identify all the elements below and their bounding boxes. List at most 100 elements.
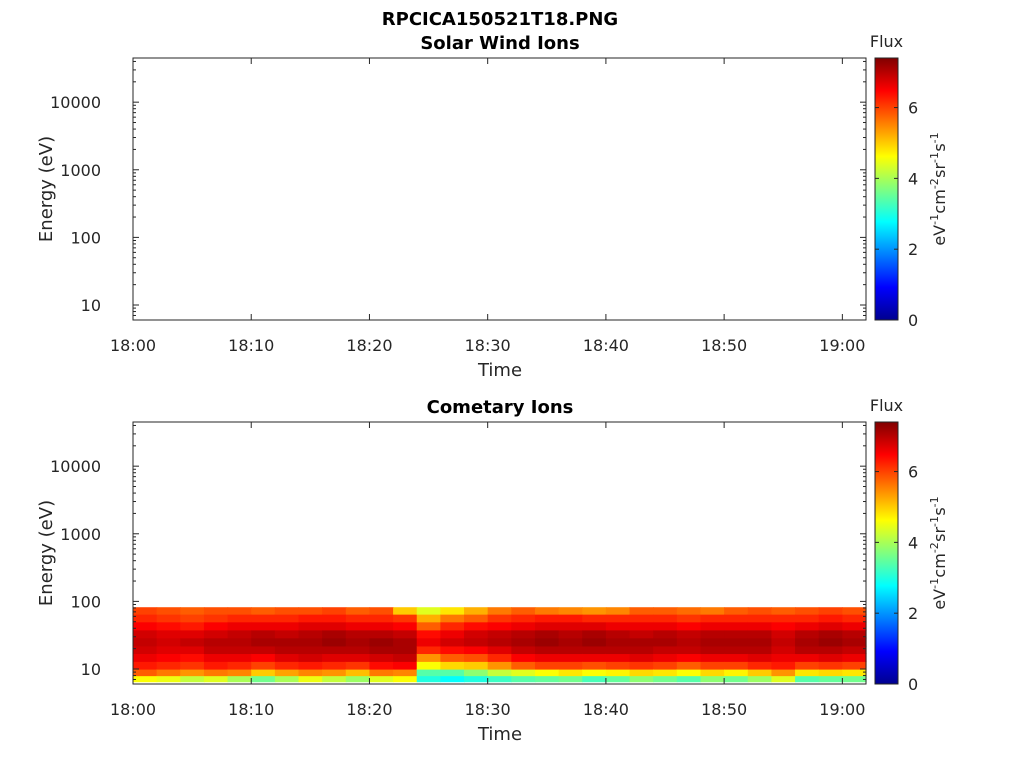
heatmap-cell bbox=[534, 607, 560, 615]
heatmap-cell bbox=[534, 675, 560, 683]
unit-exponent: -1 bbox=[928, 152, 941, 163]
heatmap-cell bbox=[700, 653, 725, 662]
heatmap-cell bbox=[180, 669, 205, 677]
heatmap-cell bbox=[629, 614, 654, 623]
heatmap-cell bbox=[558, 607, 583, 615]
heatmap-cell bbox=[534, 645, 560, 655]
heatmap-cell bbox=[676, 669, 702, 677]
heatmap-cell bbox=[464, 629, 489, 639]
heatmap-cell bbox=[653, 645, 678, 655]
heatmap-cell bbox=[842, 653, 867, 662]
heatmap-cell bbox=[534, 629, 560, 639]
heatmap-cell bbox=[251, 645, 276, 655]
heatmap-cell bbox=[795, 669, 820, 677]
heatmap-cell bbox=[180, 621, 205, 631]
heatmap-cell bbox=[322, 621, 347, 631]
heatmap-cell bbox=[156, 621, 181, 631]
heatmap-cell bbox=[771, 661, 796, 670]
heatmap-cell bbox=[629, 637, 654, 647]
heatmap-cell bbox=[511, 621, 536, 631]
heatmap-cell bbox=[653, 614, 678, 623]
heatmap-cell bbox=[558, 637, 583, 647]
heatmap-cell bbox=[133, 645, 158, 655]
heatmap-cell bbox=[511, 661, 536, 670]
x-tick-label: 18:10 bbox=[228, 336, 274, 355]
heatmap-cell bbox=[369, 607, 394, 615]
heatmap-cell bbox=[724, 607, 749, 615]
heatmap-cell bbox=[629, 629, 654, 639]
heatmap-cell bbox=[487, 614, 512, 623]
heatmap-cell bbox=[416, 675, 441, 683]
heatmap-cell bbox=[653, 653, 678, 662]
heatmap-cell bbox=[818, 669, 843, 677]
heatmap-cell bbox=[771, 653, 796, 662]
heatmap-cell bbox=[653, 637, 678, 647]
heatmap-cell bbox=[345, 669, 371, 677]
heatmap-cell bbox=[605, 645, 631, 655]
colorbar-tick-label: 0 bbox=[908, 675, 918, 694]
heatmap-cell bbox=[795, 607, 820, 615]
heatmap-cell bbox=[818, 607, 843, 615]
heatmap-cell bbox=[464, 669, 489, 677]
unit-base: sr bbox=[930, 527, 949, 542]
heatmap-cell bbox=[227, 629, 252, 639]
heatmap-cell bbox=[227, 675, 252, 683]
heatmap-cell bbox=[676, 675, 702, 683]
heatmap-cell bbox=[558, 675, 583, 683]
heatmap-cell bbox=[298, 607, 323, 615]
heatmap-cell bbox=[747, 607, 773, 615]
heatmap-cell bbox=[795, 653, 820, 662]
heatmap-cell bbox=[534, 614, 560, 623]
heatmap-cell bbox=[700, 637, 725, 647]
heatmap-cell bbox=[771, 645, 796, 655]
x-tick-label: 18:00 bbox=[110, 700, 156, 719]
heatmap-cell bbox=[464, 653, 489, 662]
heatmap-cell bbox=[771, 669, 796, 677]
heatmap-cell bbox=[629, 645, 654, 655]
unit-exponent: -1 bbox=[928, 516, 941, 527]
heatmap-cell bbox=[393, 661, 418, 670]
heatmap-cell bbox=[251, 629, 276, 639]
y-tick-label: 100 bbox=[70, 592, 101, 611]
heatmap-cell bbox=[487, 661, 512, 670]
heatmap-cell bbox=[605, 607, 631, 615]
y-tick-label: 10000 bbox=[50, 93, 101, 112]
heatmap-cell bbox=[251, 637, 276, 647]
heatmap-cell bbox=[180, 637, 205, 647]
heatmap-cell bbox=[818, 629, 843, 639]
heatmap-cell bbox=[700, 645, 725, 655]
x-axis-label: Time bbox=[477, 360, 522, 381]
heatmap-cell bbox=[818, 653, 843, 662]
heatmap-cell bbox=[133, 614, 158, 623]
heatmap-cell bbox=[464, 675, 489, 683]
heatmap-cell bbox=[156, 645, 181, 655]
heatmap-cell bbox=[653, 675, 678, 683]
heatmap-cell bbox=[393, 675, 418, 683]
heatmap-cell bbox=[203, 637, 229, 647]
heatmap-cell bbox=[747, 653, 773, 662]
unit-base: sr bbox=[930, 163, 949, 178]
unit-base: cm bbox=[930, 553, 949, 577]
heatmap-cell bbox=[133, 661, 158, 670]
heatmap-cell bbox=[416, 629, 441, 639]
heatmap-cell bbox=[582, 661, 607, 670]
colorbar-tick-label: 2 bbox=[908, 604, 918, 623]
heatmap-cell bbox=[416, 637, 441, 647]
heatmap-cell bbox=[322, 653, 347, 662]
heatmap-cell bbox=[440, 645, 465, 655]
heatmap-cell bbox=[700, 629, 725, 639]
heatmap-cell bbox=[369, 653, 394, 662]
heatmap-cell bbox=[795, 614, 820, 623]
heatmap-cell bbox=[180, 607, 205, 615]
heatmap-cell bbox=[133, 607, 158, 615]
heatmap-cell bbox=[771, 614, 796, 623]
heatmap-cell bbox=[298, 675, 323, 683]
heatmap-cell bbox=[842, 607, 867, 615]
colorbar-tick-label: 6 bbox=[908, 463, 918, 482]
heatmap-cell bbox=[724, 614, 749, 623]
heatmap-cell bbox=[700, 661, 725, 670]
heatmap-cell bbox=[676, 661, 702, 670]
heatmap-cell bbox=[700, 614, 725, 623]
heatmap-cell bbox=[724, 645, 749, 655]
heatmap-cell bbox=[818, 645, 843, 655]
